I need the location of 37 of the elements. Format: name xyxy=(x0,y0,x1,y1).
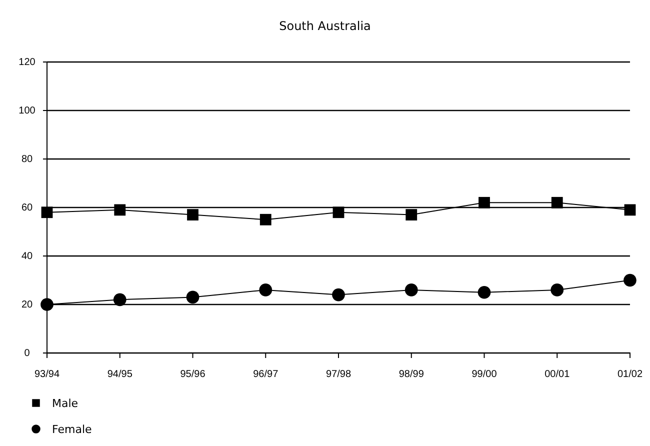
x-tick-label: 97/98 xyxy=(326,369,352,380)
point xyxy=(113,293,126,306)
x-tick-label: 94/95 xyxy=(107,369,133,380)
y-tick-label: 20 xyxy=(21,300,33,311)
point xyxy=(478,286,491,299)
point xyxy=(114,204,126,216)
y-tick-label: 100 xyxy=(18,106,36,117)
point xyxy=(260,214,272,226)
legend-label: Female xyxy=(52,423,92,436)
chart-title: South Australia xyxy=(279,19,371,33)
point xyxy=(186,290,200,304)
legend-label: Male xyxy=(52,397,78,410)
y-tick-label: 60 xyxy=(21,202,33,214)
x-tick-label: 00/01 xyxy=(544,369,570,380)
y-tick-label: 40 xyxy=(21,251,33,262)
x-tick-label: 98/99 xyxy=(398,369,424,380)
point xyxy=(259,284,272,296)
y-tick-label: 0 xyxy=(24,348,30,360)
y-tick-label: 80 xyxy=(21,154,33,166)
point xyxy=(187,209,198,220)
point xyxy=(404,284,418,296)
point xyxy=(550,284,564,296)
y-tick-label: 120 xyxy=(18,57,36,68)
x-tick-label: 01/02 xyxy=(617,369,643,380)
point xyxy=(478,196,490,208)
point xyxy=(624,274,636,287)
point xyxy=(40,298,54,311)
point xyxy=(551,196,563,208)
point xyxy=(624,204,636,216)
point xyxy=(332,206,344,218)
point xyxy=(41,206,53,218)
point xyxy=(332,288,345,302)
x-tick-label: 95/96 xyxy=(180,369,206,380)
point xyxy=(406,209,418,220)
x-tick-label: 99/00 xyxy=(472,369,498,380)
x-tick-label: 93/94 xyxy=(34,369,60,380)
x-tick-label: 96/97 xyxy=(253,369,279,380)
